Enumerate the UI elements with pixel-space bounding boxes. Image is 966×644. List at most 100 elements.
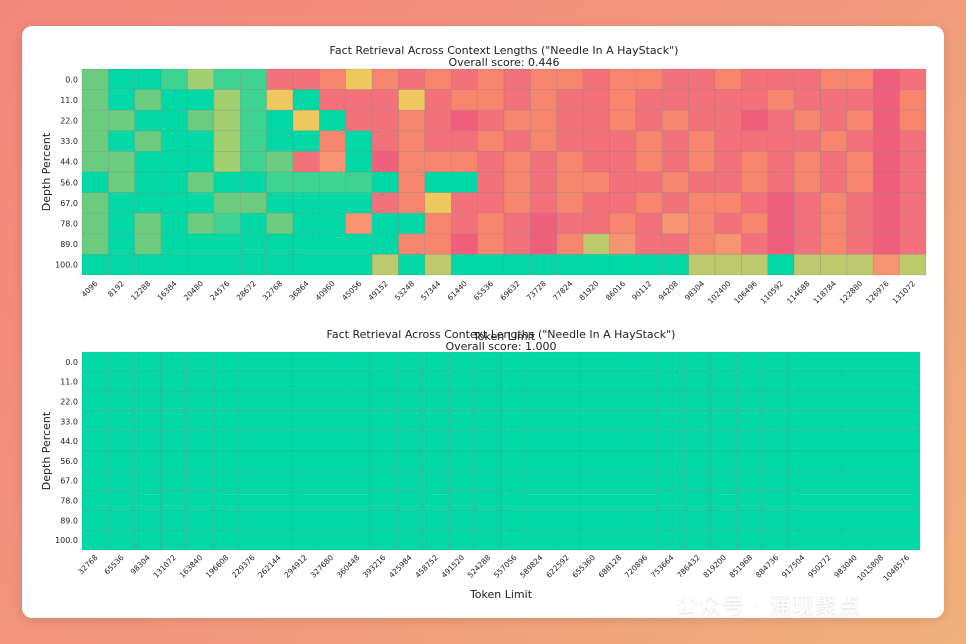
- heatmap-cell: [371, 233, 399, 255]
- heatmap-cell: [500, 430, 528, 452]
- heatmap-cell: [239, 130, 267, 152]
- heatmap-cell: [767, 233, 795, 255]
- heatmap-cell: [81, 130, 109, 152]
- x-tick-label: 1048576: [881, 553, 911, 583]
- heatmap-cell: [160, 212, 188, 235]
- heatmap-cell: [714, 151, 742, 173]
- heatmap-cell: [657, 450, 685, 472]
- heatmap-cell: [556, 68, 584, 90]
- x-tick-label: 45056: [340, 279, 363, 302]
- heatmap-cell: [212, 411, 240, 432]
- heatmap-cell: [736, 490, 764, 511]
- heatmap-cell: [239, 212, 267, 235]
- heatmap-cell: [134, 529, 161, 551]
- x-tick-label: 458752: [413, 553, 440, 580]
- heatmap-cell: [867, 510, 895, 531]
- heatmap-cell: [107, 470, 135, 491]
- heatmap-cell: [292, 171, 320, 193]
- x-tick-label: 622592: [544, 553, 571, 580]
- heatmap-cell: [841, 351, 868, 373]
- heatmap-cell: [503, 130, 531, 152]
- heatmap-cell: [609, 212, 637, 235]
- heatmap-cell: [526, 450, 554, 472]
- heatmap-cell: [893, 411, 921, 432]
- heatmap-cell: [605, 351, 633, 373]
- heatmap-cell: [526, 430, 554, 452]
- heatmap-cell: [657, 411, 685, 432]
- heatmap-cell: [81, 233, 109, 255]
- heatmap-cell: [503, 254, 531, 276]
- heatmap-cell: [134, 411, 161, 432]
- heatmap-cell: [291, 490, 318, 511]
- heatmap-cell: [741, 130, 769, 152]
- heatmap-cell: [474, 391, 502, 412]
- heatmap-cell: [820, 192, 848, 214]
- heatmap-cell: [107, 510, 135, 531]
- heatmap-cell: [448, 529, 476, 551]
- x-tick-label: 98304: [129, 553, 152, 576]
- x-tick-label: 131072: [891, 279, 918, 306]
- heatmap-cell: [319, 254, 347, 276]
- heatmap-cell: [684, 529, 711, 551]
- heatmap-cell: [526, 510, 554, 531]
- heatmap-cell: [108, 254, 136, 276]
- heatmap-cell: [448, 411, 476, 432]
- heatmap-cell: [238, 351, 266, 373]
- heatmap-cell: [631, 529, 659, 551]
- heatmap-cell: [81, 254, 109, 276]
- heatmap-cell: [714, 171, 742, 193]
- heatmap-cell: [369, 470, 397, 491]
- heatmap-cell: [343, 411, 371, 432]
- heatmap-cell: [213, 109, 241, 132]
- heatmap-cell: [736, 391, 764, 412]
- heatmap-cell: [899, 89, 927, 111]
- x-tick-label: 360448: [335, 553, 362, 580]
- x-tick-label: 53248: [393, 279, 416, 302]
- heatmap-cell: [186, 430, 214, 452]
- heatmap-cell: [684, 351, 711, 373]
- heatmap-cell: [212, 529, 240, 551]
- heatmap-cell: [661, 171, 689, 193]
- heatmap-cell: [846, 151, 874, 173]
- heatmap-cell: [661, 254, 689, 276]
- heatmap-cell: [714, 109, 742, 132]
- heatmap-cell: [605, 430, 633, 452]
- heatmap-cell: [107, 351, 135, 373]
- heatmap-cell: [238, 490, 266, 511]
- heatmap-cell: [186, 351, 214, 373]
- heatmap-cell: [238, 430, 266, 452]
- heatmap-cell: [265, 391, 292, 412]
- heatmap-cell: [582, 212, 610, 235]
- y-tick-label: 78.0: [60, 220, 78, 229]
- heatmap-cell: [345, 171, 373, 193]
- heatmap-cell: [265, 470, 292, 491]
- heatmap-cell: [239, 254, 267, 276]
- watermark: 公众号 · 涌现聚点: [676, 588, 861, 620]
- x-tick-label: 77824: [551, 279, 574, 302]
- heatmap-cell: [450, 212, 478, 235]
- heatmap-cell: [500, 490, 528, 511]
- heatmap-cell: [872, 68, 900, 90]
- heatmap-cell: [500, 391, 528, 412]
- heatmap-cell: [81, 151, 109, 173]
- heatmap-cell: [867, 351, 895, 373]
- heatmap-cell: [605, 490, 633, 511]
- heatmap-cell: [820, 212, 848, 235]
- heatmap-cell: [736, 510, 764, 531]
- heatmap-cell: [526, 529, 554, 551]
- heatmap-cell: [714, 212, 742, 235]
- heatmap-cell: [841, 450, 868, 472]
- heatmap-cell: [160, 351, 188, 373]
- heatmap-cell: [793, 212, 821, 235]
- heatmap-cell: [477, 89, 505, 111]
- heatmap-cell: [582, 233, 610, 255]
- heatmap-cell: [450, 68, 478, 90]
- heatmap-cell: [266, 130, 294, 152]
- heatmap-cell: [814, 391, 842, 412]
- heatmap-cell: [186, 529, 214, 551]
- heatmap-cell: [187, 109, 215, 132]
- heatmap-cell: [556, 212, 584, 235]
- heatmap-cell: [212, 510, 240, 531]
- heatmap-cell: [635, 151, 663, 173]
- heatmap-cell: [893, 529, 921, 551]
